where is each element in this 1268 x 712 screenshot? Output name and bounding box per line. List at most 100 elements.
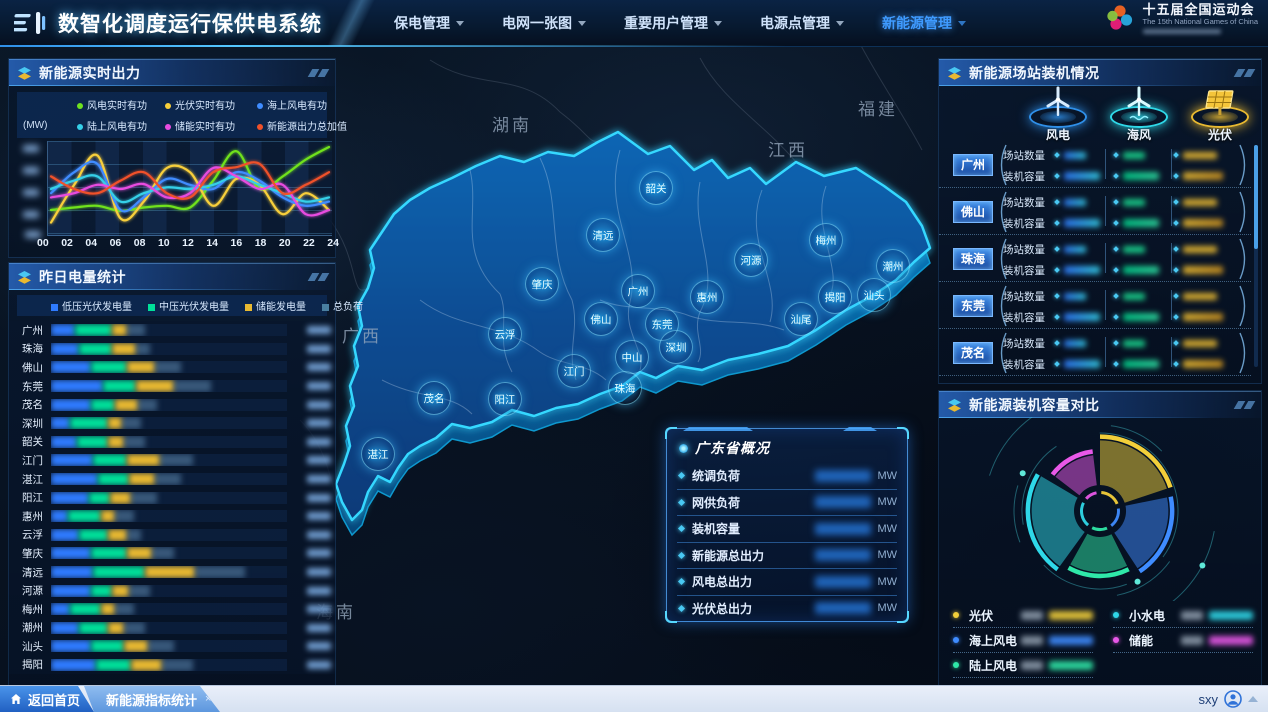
rose-segment-小水电[interactable] (1031, 476, 1085, 567)
user-area[interactable]: sxy (1199, 686, 1258, 712)
bar-track[interactable] (51, 361, 287, 374)
legend-item-海上风电有功[interactable]: 海上风电有功 (257, 97, 373, 112)
legend-item-低压光伏发电量[interactable]: 低压光伏发电量 (51, 298, 132, 313)
user-avatar-icon[interactable] (1224, 690, 1242, 708)
bar-value-blurred (307, 549, 331, 558)
station-value-group (1172, 292, 1233, 300)
bar-track[interactable] (51, 417, 287, 430)
station-metric-line: 装机容量 (1003, 213, 1233, 233)
bar-track[interactable] (51, 491, 287, 504)
map-city-阳江[interactable]: 阳江 (488, 382, 522, 416)
bar-value-blurred (307, 326, 331, 335)
map-city-珠海[interactable]: 珠海 (608, 371, 642, 405)
yesterday-bar-chart[interactable]: 广州 珠海 佛山 东莞 茂名 深圳 韶关 江门 湛江 阳江 惠州 云浮 肇庆 清远 河源 梅州 潮州 汕头 揭阳 (9, 321, 335, 675)
map-province-shape[interactable] (334, 130, 932, 522)
realtime-line-chart[interactable] (47, 141, 332, 236)
legend-item-光伏[interactable]: 光伏 (953, 603, 1093, 628)
bar-track[interactable] (51, 547, 287, 560)
map-city-佛山[interactable]: 佛山 (584, 302, 618, 336)
map-city-肇庆[interactable]: 肇庆 (525, 267, 559, 301)
map-city-韶关[interactable]: 韶关 (639, 171, 673, 205)
legend-item-新能源出力总加值[interactable]: 新能源出力总加值 (257, 118, 373, 133)
bar-track[interactable] (51, 621, 287, 634)
bar-track[interactable] (51, 640, 287, 653)
scrollbar-thumb[interactable] (1254, 145, 1258, 249)
bar-track[interactable] (51, 510, 287, 523)
station-value-blurred (1182, 219, 1223, 227)
station-value-blurred (1063, 360, 1100, 368)
bar-track[interactable] (51, 566, 287, 579)
map-city-揭阳[interactable]: 揭阳 (818, 280, 852, 314)
bar-track[interactable] (51, 528, 287, 541)
nav-item-保电管理[interactable]: 保电管理 (394, 13, 464, 33)
station-city-badge[interactable]: 茂名 (953, 342, 993, 364)
app-logo-icon (14, 12, 46, 34)
bar-track[interactable] (51, 342, 287, 355)
map-city-潮州[interactable]: 潮州 (876, 249, 910, 283)
legend-item-陆上风电[interactable]: 陆上风电 (953, 653, 1093, 678)
legend-item-储能实时有功[interactable]: 储能实时有功 (165, 118, 257, 133)
rose-segment-海上风电[interactable] (1114, 497, 1169, 569)
legend-item-储能发电量[interactable]: 储能发电量 (245, 298, 306, 313)
legend-item-总负荷[interactable]: 总负荷 (322, 298, 363, 313)
yesterday-legend: 低压光伏发电量 中压光伏发电量 储能发电量 总负荷 (17, 295, 363, 316)
panel-realtime-header: 新能源实时出力 (9, 59, 335, 86)
bar-track[interactable] (51, 380, 287, 393)
metric-label: 装机容量 (1003, 311, 1045, 324)
station-city-badge[interactable]: 广州 (953, 154, 993, 176)
nav-item-重要用户管理[interactable]: 重要用户管理 (624, 13, 722, 33)
close-tab-icon[interactable]: × (205, 693, 212, 705)
overview-unit: MW (877, 522, 897, 535)
overview-value-blurred (815, 575, 871, 588)
bar-track[interactable] (51, 603, 287, 616)
rose-segment-光伏[interactable] (1100, 440, 1167, 503)
legend-item-中压光伏发电量[interactable]: 中压光伏发电量 (148, 298, 229, 313)
nav-item-电源点管理[interactable]: 电源点管理 (760, 13, 844, 33)
scrollbar[interactable] (1254, 145, 1258, 367)
caret-up-icon[interactable] (1248, 696, 1258, 702)
rose-segment-陆上风电[interactable] (1070, 533, 1128, 573)
map-city-广州[interactable]: 广州 (621, 274, 655, 308)
bar-track[interactable] (51, 324, 287, 337)
map-city-深圳[interactable]: 深圳 (659, 330, 693, 364)
overview-metric-label: 风电总出力 (692, 575, 753, 590)
bar-track[interactable] (51, 435, 287, 448)
legend-item-陆上风电有功[interactable]: 陆上风电有功 (77, 118, 165, 133)
nav-item-电网一张图[interactable]: 电网一张图 (502, 13, 586, 33)
legend-item-海上风电[interactable]: 海上风电 (953, 628, 1093, 653)
diamond-bullet-icon (1054, 361, 1060, 367)
station-city-badge[interactable]: 东莞 (953, 295, 993, 317)
map-city-茂名[interactable]: 茂名 (417, 381, 451, 415)
map-city-惠州[interactable]: 惠州 (690, 280, 724, 314)
legend-dot-icon (77, 124, 83, 131)
bar-track[interactable] (51, 584, 287, 597)
capacity-rose-chart[interactable] (939, 417, 1261, 601)
legend-item-储能[interactable]: 储能 (1113, 628, 1253, 653)
map-city-江门[interactable]: 江门 (557, 354, 591, 388)
legend-item-小水电[interactable]: 小水电 (1113, 603, 1253, 628)
map-city-中山[interactable]: 中山 (615, 340, 649, 374)
nav-item-新能源管理[interactable]: 新能源管理 (882, 13, 966, 33)
map-city-清远[interactable]: 清远 (586, 218, 620, 252)
map-city-汕尾[interactable]: 汕尾 (784, 302, 818, 336)
station-city-badge[interactable]: 珠海 (953, 248, 993, 270)
home-tab[interactable]: 返回首页 (0, 686, 94, 712)
bar-track[interactable] (51, 398, 287, 411)
chevron-down-icon (958, 20, 966, 26)
map-city-河源[interactable]: 河源 (734, 243, 768, 277)
map-city-梅州[interactable]: 梅州 (809, 223, 843, 257)
map-city-湛江[interactable]: 湛江 (361, 437, 395, 471)
legend-item-光伏实时有功[interactable]: 光伏实时有功 (165, 97, 257, 112)
map-city-云浮[interactable]: 云浮 (488, 317, 522, 351)
legend-item-风电实时有功[interactable]: 风电实时有功 (77, 97, 165, 112)
metric-label: 场站数量 (1003, 337, 1045, 350)
bracket-left-decoration (1000, 332, 1007, 374)
map-city-汕头[interactable]: 汕头 (857, 278, 891, 312)
bar-track[interactable] (51, 658, 287, 671)
bar-track[interactable] (51, 454, 287, 467)
station-city-badge[interactable]: 佛山 (953, 201, 993, 223)
station-value-blurred (1182, 266, 1223, 274)
active-page-tab[interactable]: 新能源指标统计 × (84, 686, 220, 712)
rose-segment-储能[interactable] (1055, 455, 1097, 496)
bar-track[interactable] (51, 473, 287, 486)
